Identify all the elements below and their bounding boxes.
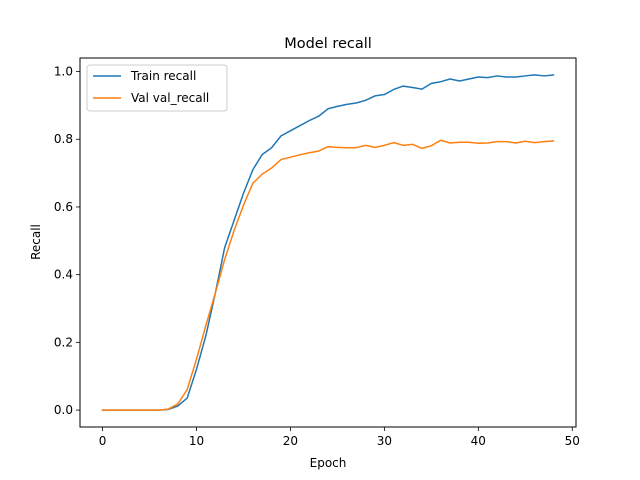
chart-title: Model recall	[284, 36, 372, 52]
x-tick-label: 50	[565, 434, 580, 448]
x-axis-ticks: 0 10 20 30 40 50	[99, 427, 580, 448]
legend-box	[86, 64, 228, 112]
x-tick-label: 40	[471, 434, 486, 448]
series-line-0	[101, 74, 555, 411]
y-axis-label: Recall	[29, 224, 43, 260]
legend-val-label: Val val_recall	[131, 91, 209, 105]
y-tick-label: 0.2	[54, 335, 73, 349]
x-tick-label: 0	[99, 434, 107, 448]
legend-train-label: Train recall	[130, 69, 196, 83]
y-tick-label: 0.4	[54, 268, 73, 282]
y-tick-label: 0.0	[54, 403, 73, 417]
plot-frame	[79, 57, 577, 428]
x-tick-label: 30	[377, 434, 392, 448]
x-tick-label: 10	[189, 434, 204, 448]
x-tick-label: 20	[283, 434, 298, 448]
y-tick-label: 0.6	[54, 200, 73, 214]
y-tick-label: 1.0	[54, 65, 73, 79]
series-line-1	[101, 139, 555, 411]
y-axis-ticks: 0.0 0.2 0.4 0.6 0.8 1.0	[54, 65, 80, 417]
legend: Train recall Val val_recall	[86, 64, 228, 112]
x-axis-label: Epoch	[310, 456, 347, 470]
y-tick-label: 0.8	[54, 132, 73, 146]
series-layer	[101, 74, 555, 411]
